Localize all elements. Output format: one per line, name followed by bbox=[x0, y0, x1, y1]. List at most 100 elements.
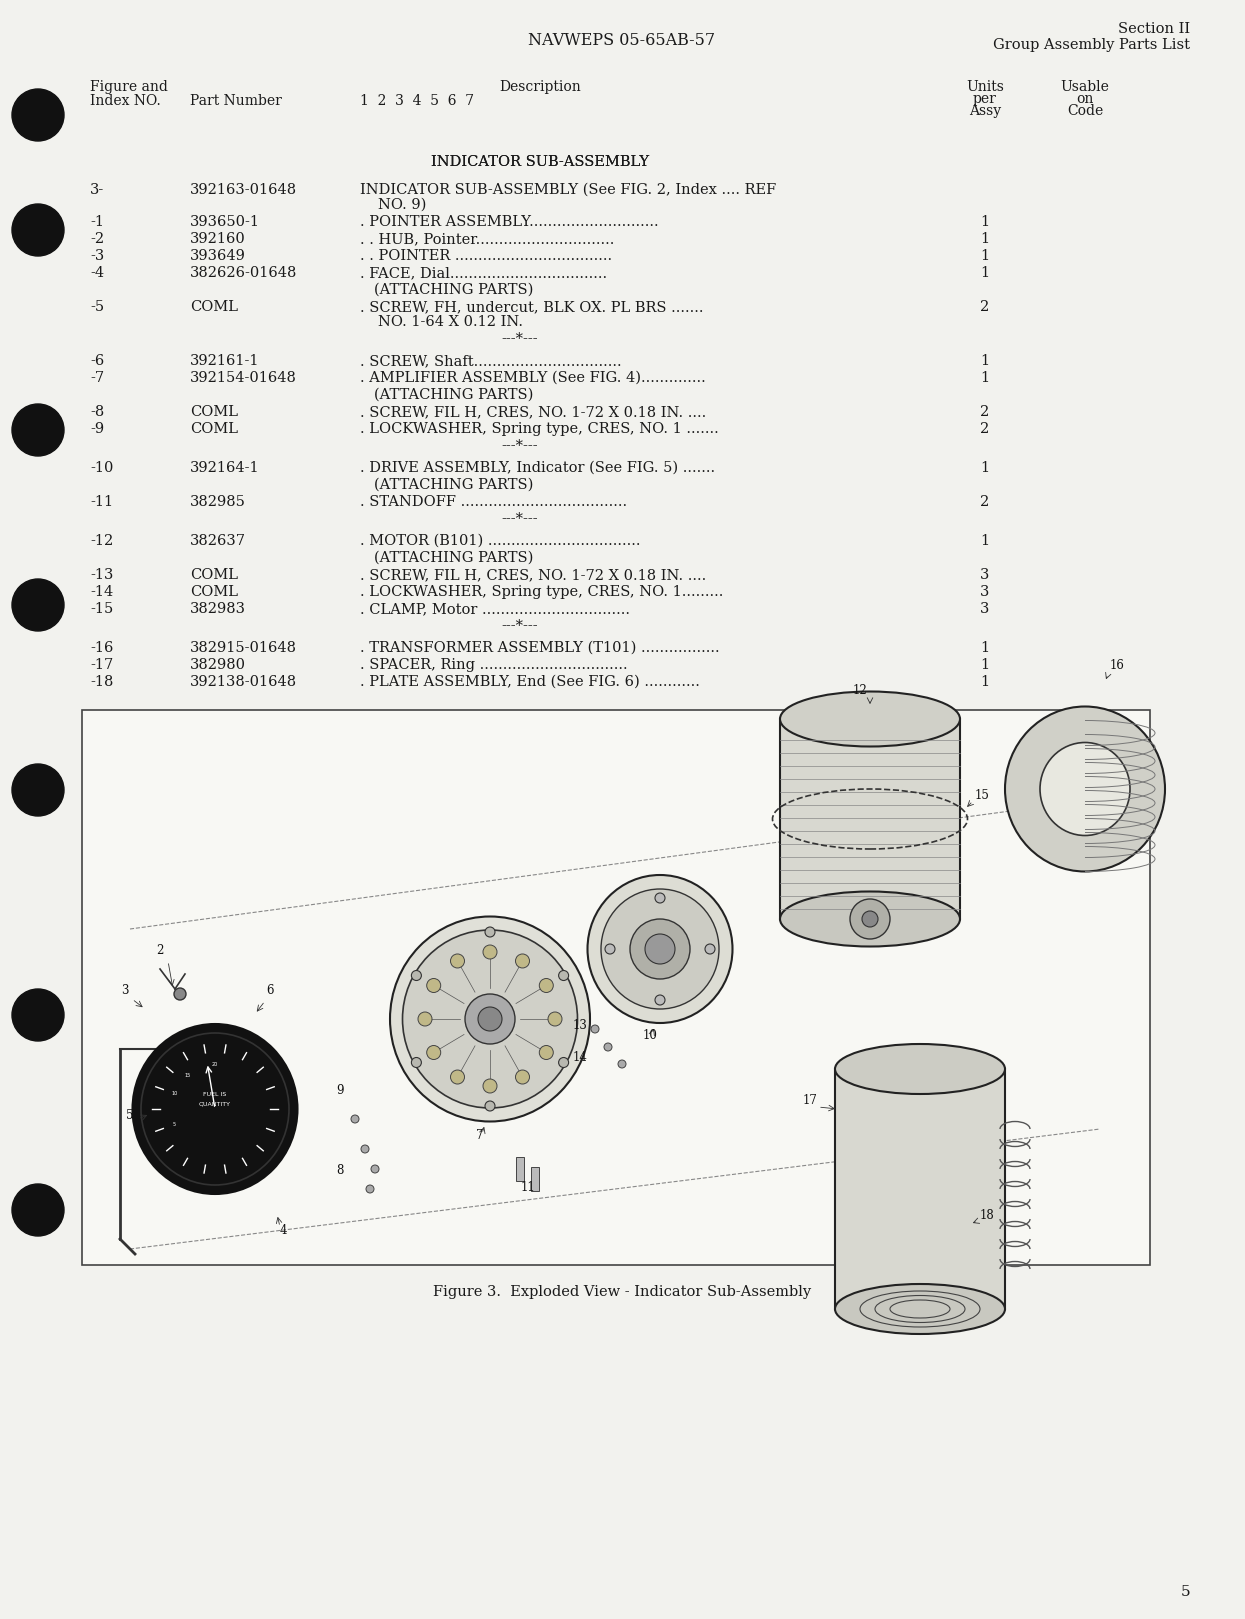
Text: 1: 1 bbox=[981, 249, 990, 262]
Circle shape bbox=[451, 1070, 464, 1085]
Text: 392154-01648: 392154-01648 bbox=[190, 371, 296, 385]
Text: 20: 20 bbox=[212, 1062, 218, 1067]
Text: 15: 15 bbox=[975, 788, 990, 801]
Text: . POINTER ASSEMBLY............................: . POINTER ASSEMBLY......................… bbox=[360, 215, 659, 228]
Circle shape bbox=[418, 1012, 432, 1026]
Circle shape bbox=[12, 764, 63, 816]
Text: 1: 1 bbox=[981, 355, 990, 368]
Text: Figure 3.  Exploded View - Indicator Sub-Assembly: Figure 3. Exploded View - Indicator Sub-… bbox=[433, 1285, 810, 1298]
Text: 382985: 382985 bbox=[190, 495, 245, 508]
Circle shape bbox=[12, 989, 63, 1041]
Text: 382983: 382983 bbox=[190, 602, 247, 615]
Text: . PLATE ASSEMBLY, End (See FIG. 6) ............: . PLATE ASSEMBLY, End (See FIG. 6) .....… bbox=[360, 675, 700, 690]
Circle shape bbox=[351, 1115, 359, 1124]
Circle shape bbox=[12, 204, 63, 256]
Text: 9: 9 bbox=[336, 1085, 344, 1098]
Ellipse shape bbox=[132, 1023, 298, 1193]
Text: 3: 3 bbox=[980, 568, 990, 581]
Text: 2: 2 bbox=[980, 405, 990, 419]
Circle shape bbox=[483, 1078, 497, 1093]
Circle shape bbox=[515, 1070, 529, 1085]
Circle shape bbox=[618, 1060, 626, 1069]
Text: 11: 11 bbox=[520, 1180, 535, 1193]
Text: Code: Code bbox=[1067, 104, 1103, 118]
Text: 16: 16 bbox=[1111, 659, 1125, 672]
Text: 5: 5 bbox=[1180, 1585, 1190, 1600]
Text: ---*---: ---*--- bbox=[502, 618, 538, 633]
Text: ---*---: ---*--- bbox=[502, 439, 538, 453]
Text: COML: COML bbox=[190, 568, 238, 581]
Text: -8: -8 bbox=[90, 405, 105, 419]
Text: -11: -11 bbox=[90, 495, 113, 508]
Text: 13: 13 bbox=[573, 1018, 588, 1031]
Text: . . HUB, Pointer..............................: . . HUB, Pointer........................… bbox=[360, 232, 614, 246]
Circle shape bbox=[539, 1046, 553, 1059]
Text: 382980: 382980 bbox=[190, 657, 247, 672]
Circle shape bbox=[515, 954, 529, 968]
Text: 17: 17 bbox=[803, 1094, 818, 1107]
Text: 3: 3 bbox=[980, 584, 990, 599]
Text: 1: 1 bbox=[981, 215, 990, 228]
Text: -5: -5 bbox=[90, 300, 105, 314]
Text: ---*---: ---*--- bbox=[502, 512, 538, 526]
Circle shape bbox=[361, 1145, 369, 1153]
Text: . SCREW, FIL H, CRES, NO. 1-72 X 0.18 IN. ....: . SCREW, FIL H, CRES, NO. 1-72 X 0.18 IN… bbox=[360, 405, 706, 419]
Circle shape bbox=[12, 580, 63, 631]
Text: -13: -13 bbox=[90, 568, 113, 581]
Circle shape bbox=[705, 944, 715, 954]
Circle shape bbox=[411, 1057, 421, 1067]
Text: 2: 2 bbox=[157, 944, 163, 957]
Text: . SPACER, Ring ................................: . SPACER, Ring .........................… bbox=[360, 657, 627, 672]
Ellipse shape bbox=[835, 1284, 1005, 1334]
Text: 382915-01648: 382915-01648 bbox=[190, 641, 298, 656]
Text: 12: 12 bbox=[853, 683, 868, 698]
Text: COML: COML bbox=[190, 300, 238, 314]
Text: . DRIVE ASSEMBLY, Indicator (See FIG. 5) .......: . DRIVE ASSEMBLY, Indicator (See FIG. 5)… bbox=[360, 461, 715, 474]
Text: . LOCKWASHER, Spring type, CRES, NO. 1 .......: . LOCKWASHER, Spring type, CRES, NO. 1 .… bbox=[360, 423, 718, 436]
Circle shape bbox=[12, 405, 63, 457]
Text: -3: -3 bbox=[90, 249, 105, 262]
Bar bbox=[82, 711, 1150, 1264]
Text: on: on bbox=[1077, 92, 1093, 105]
Text: 2: 2 bbox=[980, 423, 990, 436]
Circle shape bbox=[539, 978, 553, 992]
Text: . LOCKWASHER, Spring type, CRES, NO. 1.........: . LOCKWASHER, Spring type, CRES, NO. 1..… bbox=[360, 584, 723, 599]
Text: 382637: 382637 bbox=[190, 534, 247, 547]
Text: 2: 2 bbox=[980, 495, 990, 508]
Text: NO. 9): NO. 9) bbox=[378, 198, 426, 212]
Circle shape bbox=[604, 1043, 613, 1051]
Text: -10: -10 bbox=[90, 461, 113, 474]
Text: 392163-01648: 392163-01648 bbox=[190, 183, 298, 198]
Text: COML: COML bbox=[190, 423, 238, 436]
Text: -7: -7 bbox=[90, 371, 105, 385]
Text: 392160: 392160 bbox=[190, 232, 245, 246]
Text: 8: 8 bbox=[336, 1164, 344, 1177]
Ellipse shape bbox=[835, 1044, 1005, 1094]
Circle shape bbox=[486, 928, 496, 937]
Text: 382626-01648: 382626-01648 bbox=[190, 266, 298, 280]
Text: 1: 1 bbox=[981, 371, 990, 385]
Circle shape bbox=[862, 911, 878, 928]
Text: Usable: Usable bbox=[1061, 79, 1109, 94]
Circle shape bbox=[655, 894, 665, 903]
Text: QUANTITY: QUANTITY bbox=[199, 1101, 232, 1106]
Text: NO. 1-64 X 0.12 IN.: NO. 1-64 X 0.12 IN. bbox=[378, 316, 523, 329]
Bar bbox=[835, 1069, 1005, 1310]
Text: -2: -2 bbox=[90, 232, 105, 246]
Circle shape bbox=[850, 899, 890, 939]
Circle shape bbox=[478, 1007, 502, 1031]
Text: -4: -4 bbox=[90, 266, 105, 280]
Text: (ATTACHING PARTS): (ATTACHING PARTS) bbox=[374, 550, 533, 565]
Circle shape bbox=[630, 920, 690, 979]
Circle shape bbox=[548, 1012, 561, 1026]
Text: -16: -16 bbox=[90, 641, 113, 656]
Text: 15: 15 bbox=[184, 1073, 190, 1078]
Text: (ATTACHING PARTS): (ATTACHING PARTS) bbox=[374, 478, 533, 492]
Text: INDICATOR SUB-ASSEMBLY (See FIG. 2, Index .... REF: INDICATOR SUB-ASSEMBLY (See FIG. 2, Inde… bbox=[360, 183, 776, 198]
Text: Part Number: Part Number bbox=[190, 94, 281, 108]
Ellipse shape bbox=[1005, 706, 1165, 871]
Circle shape bbox=[12, 89, 63, 141]
Circle shape bbox=[655, 996, 665, 1005]
Text: 4: 4 bbox=[279, 1224, 286, 1237]
Text: . STANDOFF ....................................: . STANDOFF .............................… bbox=[360, 495, 627, 508]
